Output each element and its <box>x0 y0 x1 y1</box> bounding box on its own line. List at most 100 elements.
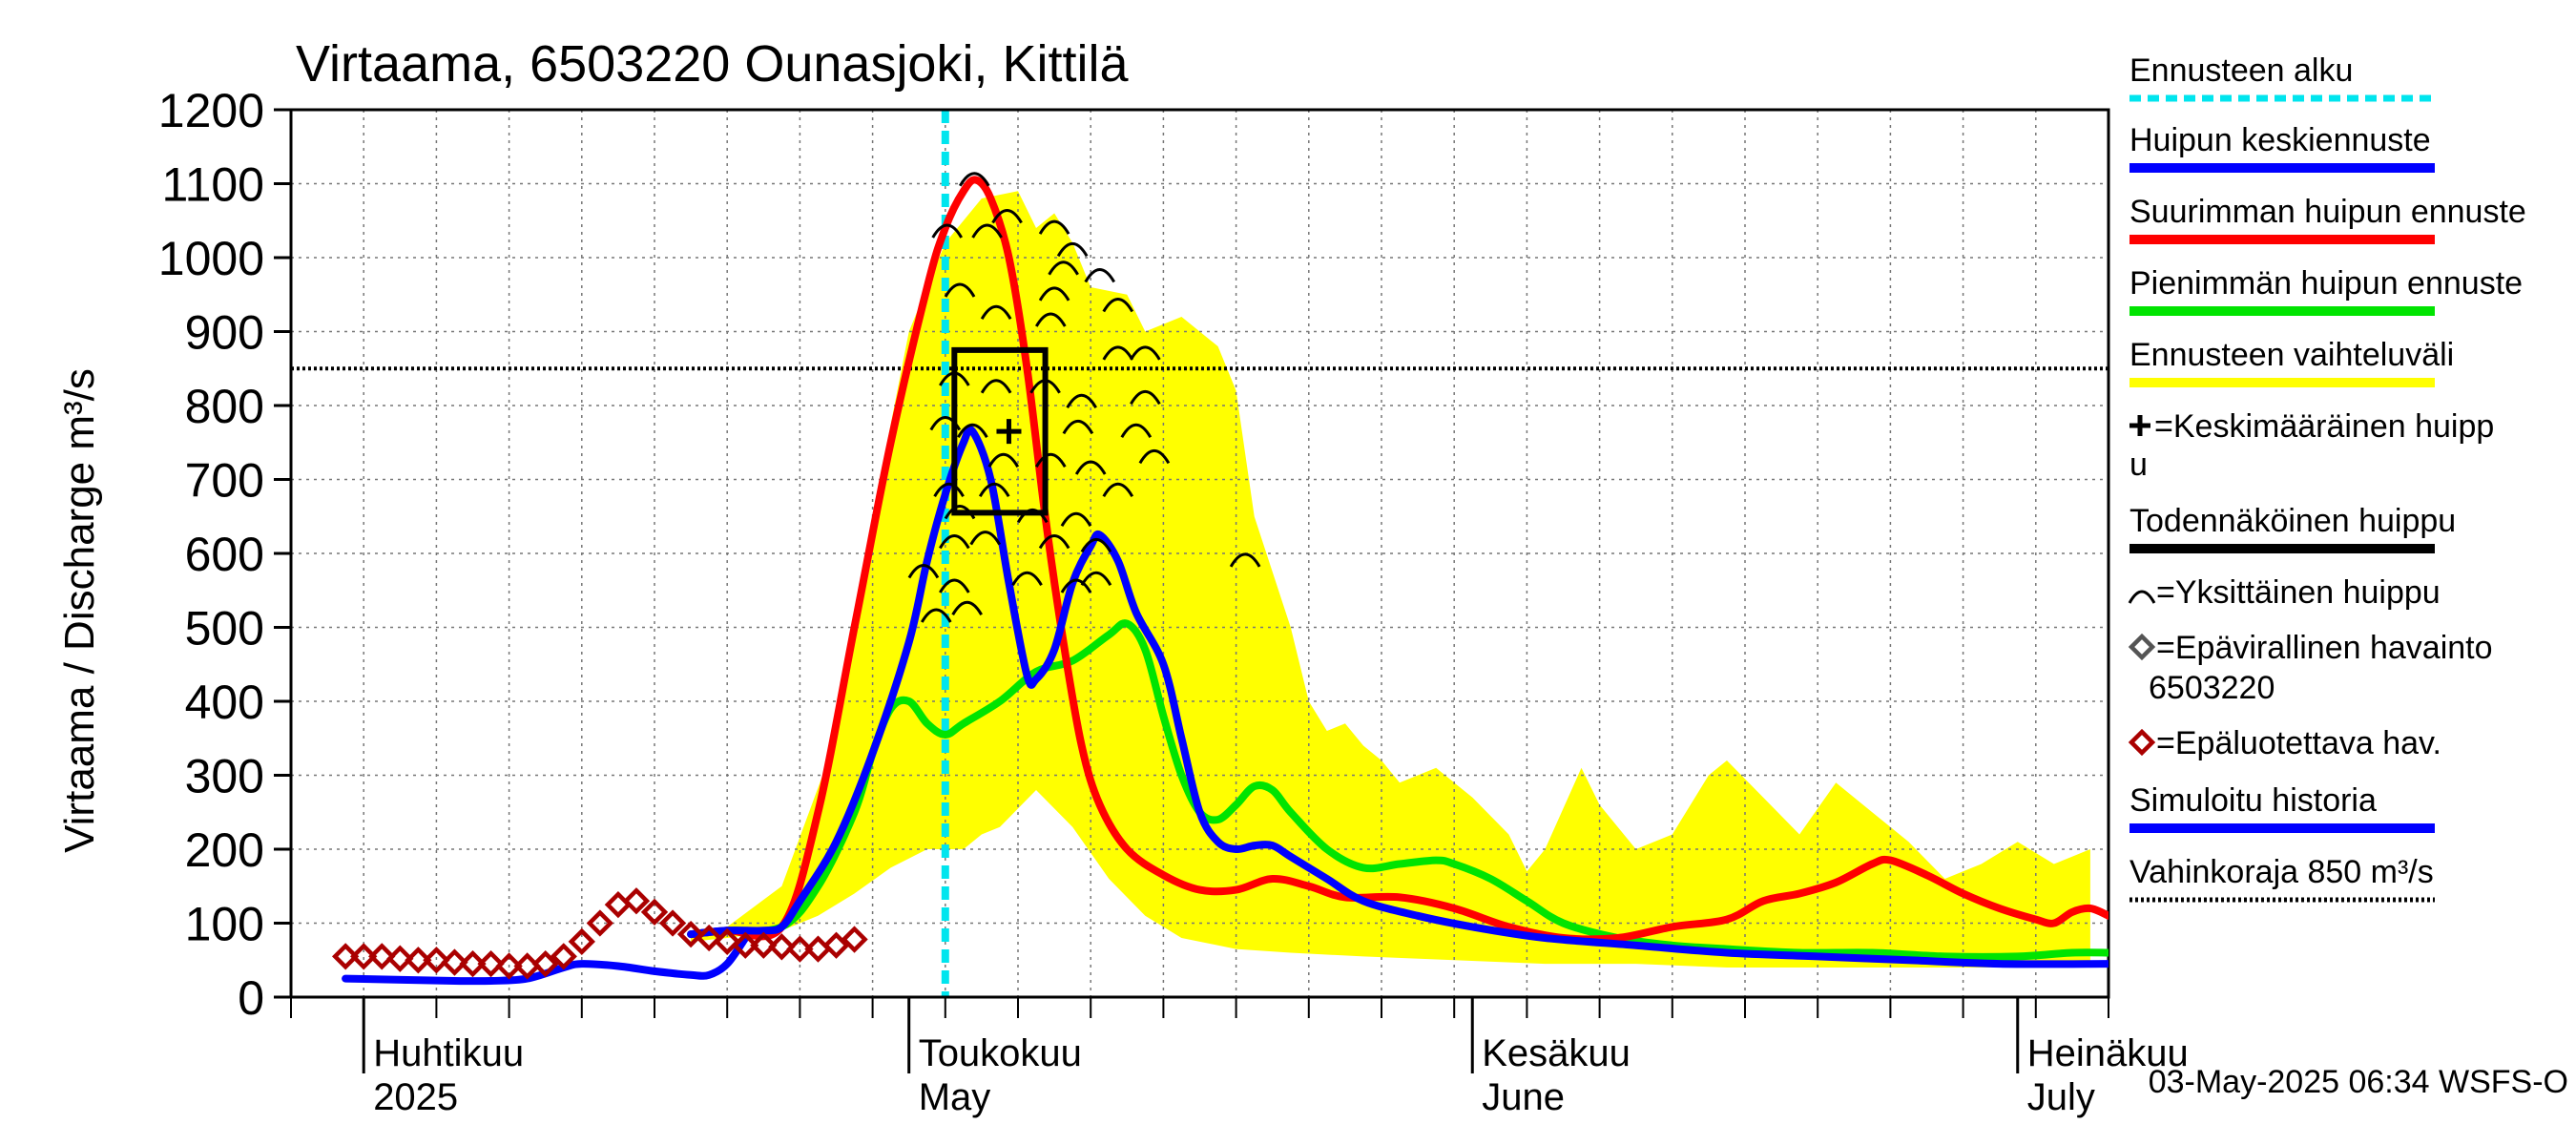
single-peak-marker <box>1038 534 1070 550</box>
legend-item: Vahinkoraja 850 m³/s <box>2129 854 2435 903</box>
y-tick-label: 100 <box>185 898 264 951</box>
unreliable-observation-marker <box>568 927 595 956</box>
single-peak-marker <box>980 379 1012 394</box>
legend-label: Huipun keskiennuste <box>2129 122 2431 158</box>
unreliable-observation-marker <box>477 949 505 978</box>
mean-peak-marker <box>996 419 1022 445</box>
legend-item: Todennäköinen huippu <box>2129 503 2456 553</box>
legend-item: =Yksittäinen huippu <box>2128 574 2441 611</box>
y-tick-label: 700 <box>185 454 264 508</box>
single-peak-marker <box>920 608 952 623</box>
unreliable-observation-marker <box>841 926 868 953</box>
single-peak-marker <box>971 223 1003 239</box>
series-line-mean-peak <box>687 425 2109 968</box>
single-peak-marker <box>1229 552 1261 568</box>
legend-item: Ennusteen alku <box>2129 52 2435 102</box>
single-peak-marker <box>987 452 1020 468</box>
single-peak-marker <box>1102 345 1134 361</box>
legend-label: Ennusteen vaihteluväli <box>2129 337 2454 373</box>
unreliable-observation-marker <box>331 943 360 970</box>
y-tick-label: 800 <box>185 380 264 433</box>
legend-diamond-icon <box>2128 633 2156 661</box>
legend-arc-icon <box>2128 590 2156 604</box>
single-peak-marker <box>933 482 965 498</box>
y-tick-label: 300 <box>185 750 264 803</box>
unreliable-observation-marker <box>822 931 850 959</box>
legend-label: Todennäköinen huippu <box>2129 503 2456 539</box>
legend-label-line2: u <box>2129 447 2148 483</box>
single-peak-marker <box>944 282 976 298</box>
single-peak-marker <box>957 423 988 439</box>
single-peak-marker <box>1084 268 1116 283</box>
likely-peak-box <box>951 346 1049 516</box>
x-month-label: Heinäkuu <box>2027 1032 2189 1074</box>
y-tick-label: 0 <box>238 971 264 1025</box>
legend-item: Pienimmän huipun ennuste <box>2129 265 2523 316</box>
y-tick-label: 400 <box>185 676 264 729</box>
legend-plus-icon <box>2129 415 2150 436</box>
legend-label: Pienimmän huipun ennuste <box>2129 265 2523 302</box>
single-peak-marker <box>1130 345 1161 361</box>
unreliable-observation-marker <box>768 933 796 961</box>
single-peak-marker <box>1120 423 1153 439</box>
y-tick-label: 600 <box>185 528 264 581</box>
legend-diamond-icon <box>2128 728 2156 757</box>
legend-label: Vahinkoraja 850 m³/s <box>2129 854 2434 890</box>
y-tick-label: 1200 <box>158 84 264 137</box>
single-peak-marker <box>980 304 1012 321</box>
single-peak-marker <box>978 482 1010 498</box>
unreliable-observation-marker <box>350 943 378 970</box>
unreliable-observation-marker <box>495 952 523 980</box>
single-peak-marker <box>1066 393 1097 409</box>
legend-item: =Epäluotettava hav. <box>2128 725 2441 761</box>
unreliable-observation-marker <box>423 947 450 974</box>
unreliable-observation-marker <box>550 943 577 970</box>
unreliable-observation-marker <box>714 927 741 956</box>
y-tick-label: 1000 <box>158 232 264 285</box>
unreliable-observation-marker <box>604 890 633 919</box>
single-peak-marker <box>951 600 983 616</box>
legend: Ennusteen alku Huipun keskiennuste Suurimm… <box>2128 52 2526 903</box>
unreliable-observation-marker <box>750 931 778 959</box>
single-peak-marker <box>1011 571 1043 587</box>
single-peak-marker <box>1060 578 1092 593</box>
single-peak-marker <box>991 209 1023 224</box>
unreliable-observation-marker <box>441 948 468 976</box>
single-peak-marker <box>907 564 940 579</box>
y-axis-label: Virtaama / Discharge m³/s <box>56 368 103 853</box>
legend-label: Suurimman huipun ennuste <box>2129 194 2526 230</box>
unreliable-observation-marker <box>405 947 432 974</box>
unreliable-observation-marker <box>732 931 759 959</box>
single-peak-marker <box>1034 312 1067 327</box>
x-month-label: Toukokuu <box>919 1032 1082 1074</box>
single-peak-marker <box>1074 460 1107 475</box>
legend-label: =Epäluotettava hav. <box>2156 725 2441 761</box>
timestamp-label: 03-May-2025 06:34 WSFS-O <box>2149 1064 2568 1100</box>
x-month-label: Kesäkuu <box>1482 1032 1631 1074</box>
unreliable-observation-marker <box>622 887 651 915</box>
legend-item: =Keskimääräinen huippu <box>2129 408 2494 483</box>
chart-title: Virtaama, 6503220 Ounasjoki, Kittilä <box>296 35 1129 93</box>
plot-area: 0 100 200 300 400 500 600 700 800 900 1000 1100 1200… <box>158 84 2189 1118</box>
x-month-label: Huhtikuu <box>373 1032 524 1074</box>
single-peak-marker <box>1102 298 1134 313</box>
single-peak-marker <box>1062 419 1094 435</box>
legend-item: Suurimman huipun ennuste <box>2129 194 2526 244</box>
single-peak-marker <box>1038 286 1070 302</box>
x-month-sublabel: July <box>2027 1076 2095 1118</box>
unreliable-observation-marker <box>368 943 396 970</box>
x-month-sublabel: May <box>919 1076 991 1118</box>
series-line-simulated <box>342 934 750 986</box>
single-peak-marker <box>1038 219 1070 235</box>
legend-label: =Epävirallinen havainto <box>2156 630 2493 666</box>
legend-item: Huipun keskiennuste <box>2129 122 2435 173</box>
y-tick-label: 1100 <box>161 158 264 212</box>
unreliable-observation-marker <box>658 909 687 937</box>
legend-item: Ennusteen vaihteluväli <box>2129 337 2454 387</box>
unreliable-observation-marker <box>695 924 723 952</box>
unreliable-observation-marker <box>676 920 705 948</box>
unreliable-observation-marker <box>586 909 614 937</box>
forecast-range-band <box>691 191 2090 968</box>
legend-item: Simuloitu historia <box>2129 782 2435 833</box>
